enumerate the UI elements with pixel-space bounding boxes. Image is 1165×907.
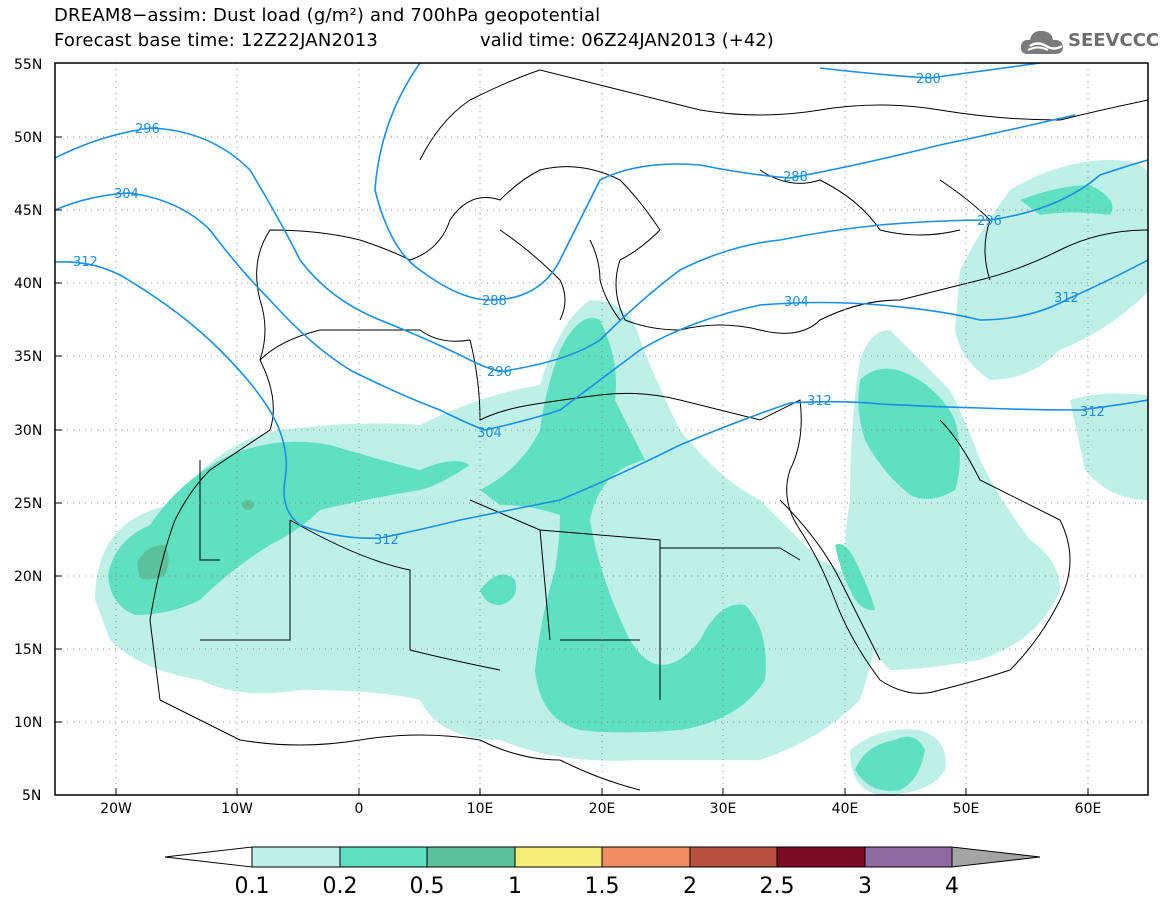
cloud-icon (1020, 30, 1063, 54)
lon-label: 60E (1075, 801, 1102, 817)
lat-label: 40N (14, 276, 42, 292)
colorbar-segment (514, 846, 603, 868)
valid-time: valid time: 06Z24JAN2013 (+42) (480, 30, 774, 51)
lon-label: 40E (832, 801, 859, 817)
dust-area-medium (855, 736, 925, 791)
colorbar-label: 2.5 (760, 874, 795, 899)
colorbar-segment (426, 846, 516, 868)
lat-label: 30N (14, 423, 42, 439)
colorbar-segment (864, 846, 953, 868)
lon-label: 10E (467, 801, 494, 817)
contour-label: 296 (487, 365, 512, 380)
colorbar-label: 0.2 (323, 874, 358, 899)
contour-label: 312 (73, 255, 98, 270)
lon-label: 10W (221, 801, 253, 817)
contour-label: 280 (916, 72, 941, 87)
colorbar-label: 1 (508, 874, 522, 899)
dust-area-light (95, 300, 880, 761)
colorbar-label: 1.5 (585, 874, 620, 899)
colorbar (164, 846, 1041, 868)
logo-label: SEEVCCC (1068, 30, 1160, 51)
lat-label: 10N (14, 715, 42, 731)
dust-area-medium (835, 544, 875, 611)
map-title: DREAM8−assim: Dust load (g/m²) and 700hP… (54, 5, 601, 26)
contour-304 (55, 192, 1148, 431)
axis-ticks (55, 136, 1089, 795)
seevccc-logo: SEEVCCC (1018, 24, 1160, 60)
contour-label: 312 (1054, 291, 1079, 306)
contour-label: 304 (477, 426, 502, 441)
colorbar-low-triangle (164, 846, 253, 868)
lon-label: 30E (710, 801, 737, 817)
colorbar-label: 4 (945, 874, 959, 899)
contour-280 (819, 63, 1041, 79)
colorbar-label: 0.5 (410, 874, 445, 899)
contour-labels: 280 288 288 296 296 296 304 304 304 312 … (73, 72, 1105, 548)
dust-area-dark (137, 545, 169, 580)
forecast-base-time: Forecast base time: 12Z22JAN2013 (54, 30, 379, 51)
latitude-labels: 55N 50N 45N 40N 35N 30N 25N 20N 15N 10N … (14, 57, 42, 804)
lat-label: 20N (14, 569, 42, 585)
contour-label: 312 (807, 394, 832, 409)
dust-area-medium (480, 574, 516, 605)
graticule (55, 63, 1148, 795)
contour-label: 296 (135, 122, 160, 137)
lon-label: 20E (589, 801, 616, 817)
contour-label: 288 (783, 170, 808, 185)
dust-area-dark (242, 500, 254, 510)
contour-312 (55, 260, 1148, 540)
lat-label: 35N (14, 349, 42, 365)
lon-label: 50E (953, 801, 980, 817)
colorbar-segment (776, 846, 866, 868)
lat-label: 50N (14, 130, 42, 146)
lon-label: 0 (355, 801, 364, 817)
lat-label: 45N (14, 203, 42, 219)
dust-field (95, 160, 1148, 795)
contour-label: 312 (1080, 405, 1105, 420)
contour-label: 304 (114, 187, 139, 202)
colorbar-labels: 0.1 0.2 0.5 1 1.5 2 2.5 3 4 (235, 874, 960, 899)
dust-area-medium (480, 318, 766, 733)
contour-label: 312 (374, 533, 399, 548)
lon-label: 20W (100, 801, 132, 817)
lat-label: 15N (14, 642, 42, 658)
dust-area-medium (858, 368, 960, 499)
lat-label: 25N (14, 496, 42, 512)
colorbar-label: 3 (858, 874, 872, 899)
contour-label: 288 (482, 294, 507, 309)
contour-label: 304 (784, 295, 809, 310)
lat-label: 55N (14, 57, 42, 73)
colorbar-high-triangle (951, 846, 1041, 868)
contour-296 (55, 127, 1148, 373)
dust-area-light (1070, 393, 1148, 500)
geopotential-contours (55, 63, 1148, 540)
lat-label: 5N (22, 788, 41, 804)
contour-288 (374, 63, 1076, 301)
dust-area-light (955, 160, 1148, 380)
colorbar-segment (339, 846, 428, 868)
colorbar-label: 2 (683, 874, 697, 899)
colorbar-segment (601, 846, 691, 868)
contour-label: 296 (977, 214, 1002, 229)
dust-area-medium (108, 441, 470, 615)
colorbar-label: 0.1 (235, 874, 270, 899)
colorbar-segment (689, 846, 778, 868)
colorbar-segment (251, 846, 341, 868)
longitude-labels: 20W 10W 0 10E 20E 30E 40E 50E 60E (100, 801, 1101, 817)
